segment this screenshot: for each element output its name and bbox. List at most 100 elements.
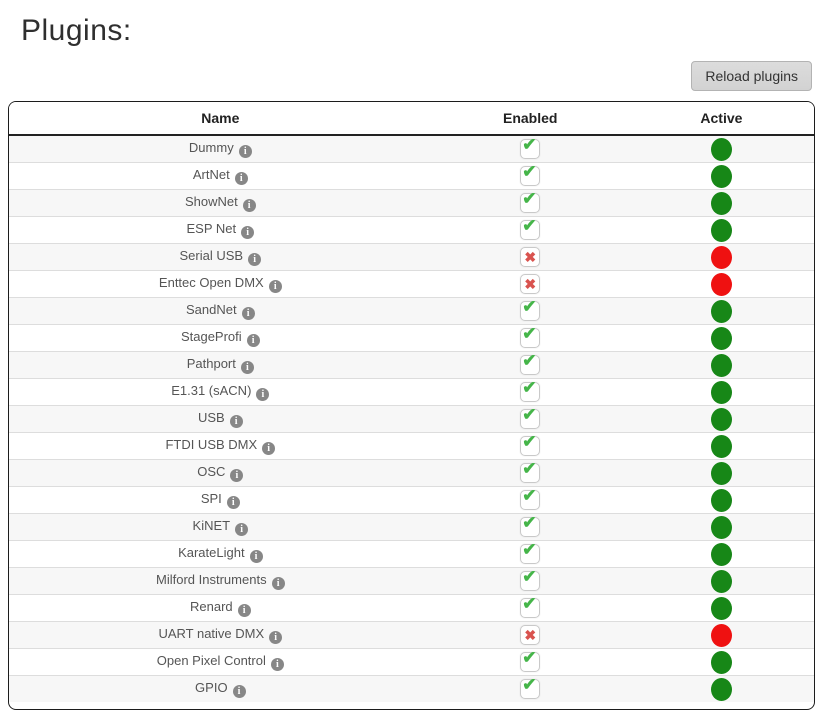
table-row: USB i ✔ [9, 405, 814, 433]
check-glyph: ✔ [522, 675, 537, 694]
plugin-name: ShowNet [184, 194, 238, 209]
plugin-active-cell [629, 135, 814, 163]
plugin-name: ArtNet [192, 167, 230, 182]
enabled-check-icon: ✔ [520, 135, 541, 159]
plugin-enabled-cell: ✔ [431, 378, 629, 406]
info-icon[interactable]: i [270, 658, 284, 671]
check-glyph: ✔ [522, 459, 537, 478]
plugin-name-cell: ShowNet i [9, 189, 432, 217]
check-glyph: ✔ [522, 567, 537, 586]
check-glyph: ✔ [522, 405, 537, 424]
plugin-enabled-cell: ✔ [431, 594, 629, 622]
info-icon[interactable]: i [249, 550, 263, 563]
plugin-enabled-cell: ✔ [431, 351, 629, 379]
plugin-active-cell [628, 216, 814, 244]
active-green-light-icon [710, 515, 732, 539]
active-green-light-icon [710, 542, 732, 566]
disabled-cross-icon: ✖ [520, 625, 541, 645]
inactive-red-light-icon [710, 623, 732, 647]
plugin-name: Pathport [186, 356, 236, 371]
check-glyph: ✔ [522, 135, 537, 154]
active-green-light-icon [710, 461, 732, 485]
check-glyph: ✔ [522, 513, 537, 532]
plugin-name-cell: GPIO i [9, 675, 432, 702]
plugin-active-cell [628, 540, 814, 568]
info-icon[interactable]: i [238, 145, 252, 158]
plugin-enabled-cell: ✖ [431, 621, 629, 649]
info-icon[interactable]: i [256, 388, 270, 401]
plugin-active-cell [628, 675, 814, 702]
plugin-table-body: Dummy i ✔ ArtNet i ✔ ShowNet i ✔ ESP Net i ✔ Serial … [9, 135, 814, 702]
info-icon[interactable]: i [240, 361, 254, 374]
info-icon[interactable]: i [248, 253, 262, 266]
active-green-light-icon [710, 218, 732, 242]
info-icon[interactable]: i [237, 604, 251, 617]
enabled-check-icon: ✔ [520, 216, 541, 240]
plugin-name: KarateLight [178, 545, 245, 560]
plugin-active-cell [628, 459, 814, 487]
info-icon[interactable]: i [268, 280, 282, 293]
plugin-enabled-cell: ✔ [431, 459, 629, 487]
plugin-name: Open Pixel Control [156, 653, 266, 668]
plugin-enabled-cell: ✖ [431, 243, 629, 271]
table-row: E1.31 (sACN) i ✔ [9, 378, 814, 406]
toolbar: Reload plugins [0, 48, 823, 101]
table-row: SPI i ✔ [9, 486, 814, 514]
plugin-name: Dummy [188, 140, 234, 155]
active-green-light-icon [710, 380, 732, 404]
table-row: Serial USB i ✖ [9, 243, 814, 271]
info-icon[interactable]: i [262, 442, 276, 455]
cross-glyph: ✖ [524, 627, 537, 643]
info-icon[interactable]: i [246, 334, 260, 347]
enabled-check-icon: ✔ [520, 567, 541, 591]
enabled-check-icon: ✔ [520, 324, 541, 348]
table-row: UART native DMX i ✖ [9, 621, 814, 649]
table-row: Renard i ✔ [9, 594, 814, 622]
info-icon[interactable]: i [230, 469, 244, 482]
table-row: FTDI USB DMX i ✔ [9, 432, 814, 460]
info-icon[interactable]: i [269, 631, 283, 644]
check-glyph: ✔ [522, 297, 537, 316]
table-row: OSC i ✔ [9, 459, 814, 487]
plugin-enabled-cell: ✔ [431, 540, 629, 568]
info-icon[interactable]: i [241, 226, 255, 239]
plugin-name-cell: OSC i [9, 459, 432, 487]
info-icon[interactable]: i [242, 199, 256, 212]
info-icon[interactable]: i [241, 307, 255, 320]
info-icon[interactable]: i [226, 496, 240, 509]
plugin-name: SandNet [186, 302, 237, 317]
plugin-name-cell: USB i [9, 405, 432, 433]
info-icon[interactable]: i [234, 172, 248, 185]
plugin-enabled-cell: ✔ [431, 675, 629, 702]
info-icon[interactable]: i [271, 577, 285, 590]
info-icon[interactable]: i [235, 523, 249, 536]
check-glyph: ✔ [522, 378, 537, 397]
plugin-enabled-cell: ✔ [431, 513, 629, 541]
plugin-active-cell [628, 405, 814, 433]
plugin-name-cell: StageProfi i [9, 324, 432, 352]
active-green-light-icon [710, 407, 732, 431]
plugin-name: Enttec Open DMX [158, 275, 264, 290]
plugin-active-cell [628, 567, 814, 595]
check-glyph: ✔ [522, 594, 537, 613]
plugin-name-cell: UART native DMX i [9, 621, 432, 649]
check-glyph: ✔ [522, 189, 537, 208]
reload-plugins-button[interactable]: Reload plugins [691, 61, 812, 91]
table-row: Open Pixel Control i ✔ [9, 648, 814, 676]
enabled-check-icon: ✔ [520, 594, 541, 618]
plugin-name: SPI [200, 491, 222, 506]
active-green-light-icon [710, 299, 732, 323]
inactive-red-light-icon [710, 245, 732, 269]
plugin-name-cell: KiNET i [9, 513, 432, 541]
info-icon[interactable]: i [232, 685, 246, 698]
table-row: KarateLight i ✔ [9, 540, 814, 568]
active-green-light-icon [710, 650, 732, 674]
table-row: ArtNet i ✔ [9, 162, 814, 190]
info-icon[interactable]: i [229, 415, 243, 428]
plugin-enabled-cell: ✔ [431, 162, 629, 190]
plugin-name: UART native DMX [158, 626, 265, 641]
plugin-name-cell: Serial USB i [9, 243, 432, 271]
active-green-light-icon [710, 488, 732, 512]
page-title: Plugins: [21, 14, 132, 47]
